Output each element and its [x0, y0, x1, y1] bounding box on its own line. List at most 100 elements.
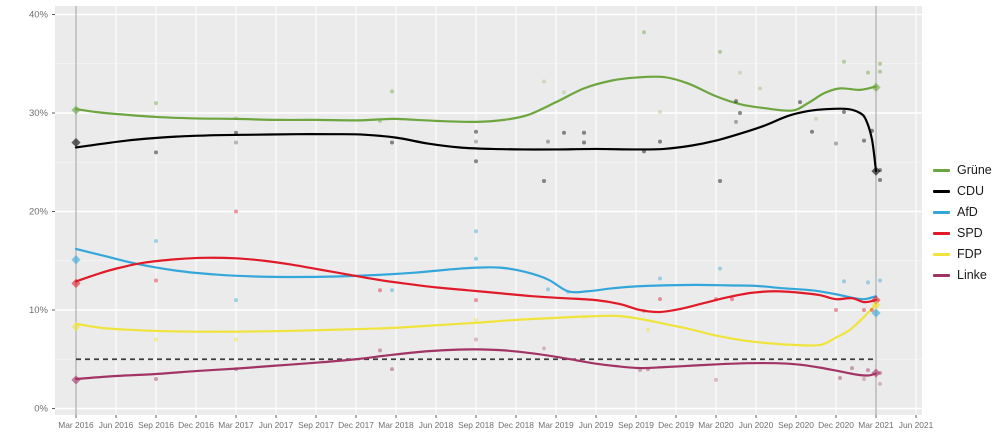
poll-dot-linke [390, 367, 394, 372]
x-axis-label: Mar 2020 [698, 420, 734, 430]
legend-swatch-afd [933, 211, 950, 214]
poll-dot-gruene [154, 101, 158, 106]
x-axis-label: Jun 2019 [579, 420, 614, 430]
legend-label-linke: Linke [957, 268, 987, 283]
poll-dot-cdu [474, 129, 478, 134]
poll-dot-linke [862, 376, 866, 381]
poll-dot-linke [378, 348, 382, 353]
poll-dot-fdp [154, 337, 158, 342]
poll-dot-gruene [866, 70, 870, 75]
x-axis-label: Jun 2016 [99, 420, 134, 430]
legend-item-gruene: Grüne [933, 160, 992, 181]
poll-dot-cdu [734, 119, 738, 124]
poll-dot-cdu [798, 100, 802, 105]
poll-dot-afd [718, 266, 722, 271]
election-result-marker-linke [71, 375, 81, 385]
poll-dot-gruene [642, 30, 646, 35]
legend-label-afd: AfD [957, 205, 978, 220]
x-axis-label: Jun 2021 [899, 420, 934, 430]
x-axis-label: Sep 2020 [778, 420, 814, 430]
trend-line-cdu [74, 107, 878, 173]
poll-dot-gruene [658, 110, 662, 115]
poll-dot-cdu [718, 178, 722, 183]
x-axis-label: Dec 2018 [498, 420, 534, 430]
x-axis-label: Jun 2020 [739, 420, 774, 430]
poll-dot-gruene [378, 118, 382, 123]
trend-line-spd [74, 256, 878, 314]
legend-swatch-fdp [933, 253, 950, 256]
poll-dot-linke [474, 337, 478, 342]
election-result-marker-fdp [871, 300, 881, 310]
poll-dot-spd [862, 308, 866, 312]
poll-dot-spd [730, 297, 734, 302]
trend-line-gruene [74, 75, 878, 123]
legend-item-fdp: FDP [933, 244, 992, 265]
y-axis-label: 40% [29, 10, 49, 21]
trend-line-linke [74, 348, 878, 381]
y-axis-label: 30% [29, 108, 49, 119]
poll-dot-gruene [562, 90, 566, 95]
poll-dot-cdu [234, 130, 238, 135]
poll-dot-cdu [870, 128, 874, 133]
poll-dot-afd [474, 229, 478, 234]
poll-dot-cdu [734, 99, 738, 104]
legend-item-linke: Linke [933, 265, 992, 286]
poll-dot-cdu [582, 140, 586, 145]
legend-swatch-cdu [933, 190, 950, 193]
poll-dot-afd [878, 278, 882, 283]
legend-label-cdu: CDU [957, 184, 985, 199]
election-result-marker-spd [871, 295, 881, 305]
poll-dot-fdp [474, 317, 478, 322]
plot-panel [55, 6, 922, 415]
trend-line-fdp [74, 302, 878, 347]
poll-dot-cdu [582, 130, 586, 135]
x-axis-label: Sep 2019 [618, 420, 654, 430]
election-result-marker-gruene [71, 105, 81, 115]
x-axis-label: Jun 2017 [259, 420, 294, 430]
x-axis-label: Jun 2018 [419, 420, 454, 430]
poll-dot-gruene [718, 49, 722, 54]
poll-dot-cdu [154, 150, 158, 155]
legend-item-spd: SPD [933, 223, 992, 244]
poll-dot-fdp [582, 314, 586, 319]
poll-dot-linke [850, 366, 854, 371]
trend-line-afd [74, 247, 878, 301]
poll-dot-linke [234, 367, 238, 372]
poll-dot-linke [154, 376, 158, 381]
election-result-marker-afd [871, 308, 881, 318]
poll-dot-afd [866, 280, 870, 285]
poll-dot-linke [646, 367, 650, 372]
x-axis-label: Sep 2016 [138, 420, 174, 430]
x-axis-label: Dec 2016 [178, 420, 214, 430]
poll-dot-cdu [234, 140, 238, 145]
election-result-marker-gruene [871, 82, 881, 92]
poll-dot-cdu [562, 130, 566, 135]
poll-dot-cdu [878, 177, 882, 182]
poll-dot-cdu [542, 178, 546, 183]
poll-dot-cdu [842, 110, 846, 115]
poll-dot-afd [546, 287, 550, 292]
x-axis-label: Dec 2020 [818, 420, 854, 430]
poll-dot-gruene [234, 115, 238, 120]
x-axis-label: Dec 2017 [338, 420, 374, 430]
poll-dot-afd [154, 239, 158, 244]
poll-dot-gruene [878, 61, 882, 66]
poll-dot-gruene [738, 70, 742, 75]
poll-dot-afd [842, 279, 846, 284]
poll-dot-linke [638, 368, 642, 373]
legend-label-spd: SPD [957, 226, 983, 241]
election-result-marker-fdp [71, 322, 81, 332]
poll-dot-cdu [474, 159, 478, 164]
poll-dot-spd [642, 308, 646, 313]
poll-dot-cdu [834, 141, 838, 146]
poll-dot-spd [474, 298, 478, 303]
poll-dot-gruene [758, 86, 762, 91]
x-axis-label: Mar 2018 [378, 420, 414, 430]
poll-dot-linke [878, 381, 882, 386]
poll-dot-cdu [738, 111, 742, 115]
poll-dot-afd [658, 276, 662, 281]
poll-dot-spd [870, 308, 874, 312]
poll-dot-gruene [842, 59, 846, 64]
